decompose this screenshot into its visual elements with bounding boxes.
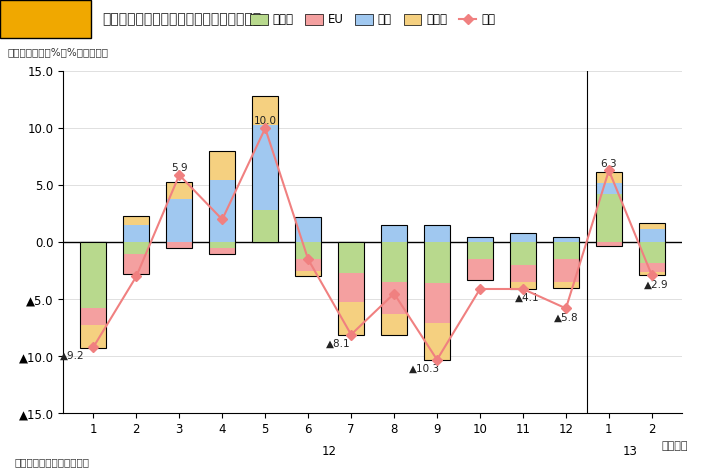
Bar [510, 265, 536, 282]
Bar [209, 248, 235, 254]
Bar [467, 237, 493, 242]
Bar [167, 199, 192, 242]
Text: （年月）: （年月） [662, 441, 688, 451]
Bar [639, 223, 665, 228]
Bar [124, 225, 149, 242]
Bar [338, 242, 364, 334]
Text: ▲8.1: ▲8.1 [326, 339, 351, 349]
Bar [80, 308, 106, 325]
Text: ▲4.1: ▲4.1 [515, 293, 540, 303]
Bar [295, 271, 321, 276]
Text: 資料：財務省「貿易統計」: 資料：財務省「貿易統計」 [14, 457, 89, 467]
Bar [639, 228, 665, 242]
Bar [510, 242, 536, 265]
Text: 第1-1-4図: 第1-1-4図 [20, 12, 72, 26]
Bar [424, 225, 450, 242]
Bar [252, 125, 278, 210]
Bar [639, 223, 665, 276]
Bar [124, 216, 149, 274]
Bar [467, 259, 493, 280]
Bar [596, 242, 621, 246]
Bar [553, 237, 579, 288]
Bar [639, 272, 665, 276]
Bar [124, 216, 149, 225]
Bar [80, 242, 106, 308]
Bar [553, 259, 579, 282]
Bar [338, 273, 364, 302]
Text: ▲9.2: ▲9.2 [60, 351, 84, 361]
Bar [424, 225, 450, 360]
Bar [381, 242, 407, 282]
Bar [167, 182, 192, 248]
Bar [124, 254, 149, 274]
Bar [639, 242, 665, 263]
Text: ▲5.8: ▲5.8 [553, 313, 579, 323]
Bar [338, 302, 364, 334]
Bar [295, 242, 321, 259]
FancyBboxPatch shape [0, 0, 91, 38]
Bar [424, 242, 450, 283]
Bar [209, 180, 235, 242]
Text: ▲10.3: ▲10.3 [408, 364, 439, 374]
Bar [209, 151, 235, 180]
Bar [295, 259, 321, 271]
Bar [167, 242, 192, 248]
Bar [553, 282, 579, 288]
Text: （前年同月比、%、%ポイント）: （前年同月比、%、%ポイント） [8, 48, 108, 57]
Bar [553, 242, 579, 259]
Bar [252, 96, 278, 125]
Text: 10.0: 10.0 [254, 116, 277, 126]
Bar [124, 242, 149, 254]
Bar [252, 96, 278, 242]
Text: ▲2.9: ▲2.9 [644, 279, 669, 289]
Bar [381, 225, 407, 334]
Bar [252, 210, 278, 242]
Bar [381, 314, 407, 334]
Bar [167, 182, 192, 199]
Bar [596, 183, 621, 194]
Bar [424, 323, 450, 360]
Bar [510, 233, 536, 289]
Bar [295, 217, 321, 242]
Bar [381, 225, 407, 242]
Text: 12: 12 [322, 445, 337, 458]
Bar [424, 283, 450, 323]
Text: 6.3: 6.3 [600, 159, 617, 169]
Text: 我が国の輸出の伸びと地域別寄与度の推移: 我が国の輸出の伸びと地域別寄与度の推移 [102, 12, 261, 26]
Bar [596, 171, 621, 183]
Bar [209, 151, 235, 254]
Text: 13: 13 [623, 445, 638, 458]
Bar [381, 282, 407, 314]
Legend: アジア, EU, 米国, その他, 全体: アジア, EU, 米国, その他, 全体 [245, 9, 500, 31]
Bar [553, 237, 579, 242]
Text: 5.9: 5.9 [171, 163, 188, 173]
Bar [209, 242, 235, 248]
Bar [295, 217, 321, 276]
Bar [467, 237, 493, 280]
Bar [596, 194, 621, 242]
Bar [596, 171, 621, 246]
Bar [510, 233, 536, 242]
Bar [338, 242, 364, 273]
Bar [467, 242, 493, 259]
Bar [80, 325, 106, 348]
Bar [80, 242, 106, 348]
Bar [639, 263, 665, 272]
Bar [510, 282, 536, 289]
